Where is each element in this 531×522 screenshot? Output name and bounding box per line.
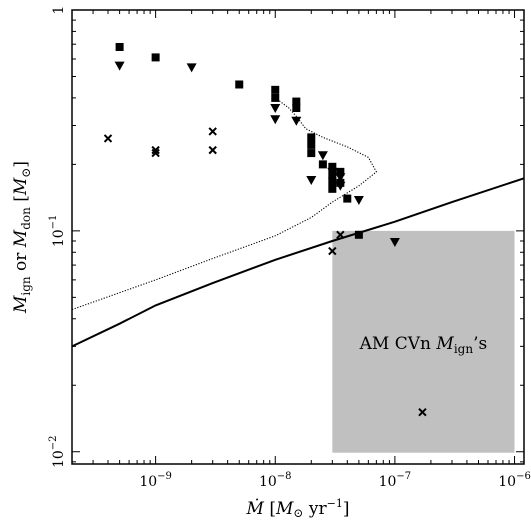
curves-layer	[71, 97, 525, 348]
x-marker	[336, 230, 345, 239]
square-marker	[307, 140, 316, 149]
square-marker	[354, 230, 363, 239]
x-marker	[208, 145, 217, 155]
triangle-marker	[327, 167, 338, 177]
y-tick-label: 10−1	[48, 215, 67, 248]
square-marker	[328, 162, 337, 171]
solid-curve	[71, 177, 525, 348]
x-tick-label: 10−6	[498, 471, 531, 490]
triangle-marker	[306, 175, 317, 185]
triangle-marker	[291, 116, 302, 126]
x-tick-label: 10−9	[139, 471, 172, 490]
dotted-curve	[71, 97, 378, 311]
square-marker	[318, 160, 327, 169]
y-tick-label-group: 10−1	[48, 215, 67, 248]
square-marker	[328, 184, 337, 193]
triangle-marker	[389, 238, 400, 248]
triangle-marker	[335, 173, 346, 183]
axes-layer	[71, 9, 525, 465]
square-marker	[235, 80, 244, 89]
square-marker	[336, 167, 345, 176]
x-axis-label: Ṁ [M⊙ yr−1]	[246, 497, 350, 520]
triangle-marker	[114, 61, 125, 71]
text-layer: 10−9 10−8 10−7 10−6 1 10−1 10−2 Ṁ [M⊙ yr−1] Mign…	[11, 6, 531, 520]
plot-frame	[71, 9, 525, 465]
square-marker	[343, 194, 352, 203]
y-tick-label: 10−2	[48, 435, 67, 468]
triangle-marker	[317, 151, 328, 161]
y-tick-label-group: 1	[51, 6, 67, 15]
square-marker	[307, 133, 316, 142]
x-marker	[151, 148, 160, 158]
y-tick-label: 1	[51, 6, 67, 15]
points-layer	[103, 42, 427, 417]
square-marker	[271, 93, 280, 102]
x-tick-label: 10−8	[259, 471, 292, 490]
x-tick-label: 10−7	[379, 471, 412, 490]
triangle-marker	[353, 195, 364, 205]
shaded-region	[332, 230, 515, 453]
y-tick-label-group: 10−2	[48, 435, 67, 468]
square-marker	[151, 53, 160, 62]
square-marker	[292, 97, 301, 106]
x-marker	[418, 407, 427, 417]
triangle-marker	[186, 63, 197, 73]
square-marker	[307, 149, 316, 158]
triangle-marker	[270, 115, 281, 125]
shaded-region-layer	[332, 230, 515, 453]
square-marker	[271, 85, 280, 94]
y-axis-label: Mign or Mdon [M⊙]	[11, 161, 33, 314]
square-marker	[115, 42, 124, 51]
x-marker	[151, 145, 160, 155]
x-marker	[328, 246, 337, 256]
triangle-marker	[270, 103, 281, 113]
x-marker	[208, 127, 217, 136]
x-marker	[103, 134, 113, 143]
square-marker	[292, 103, 301, 112]
square-marker	[328, 177, 337, 186]
triangle-marker	[335, 181, 346, 191]
